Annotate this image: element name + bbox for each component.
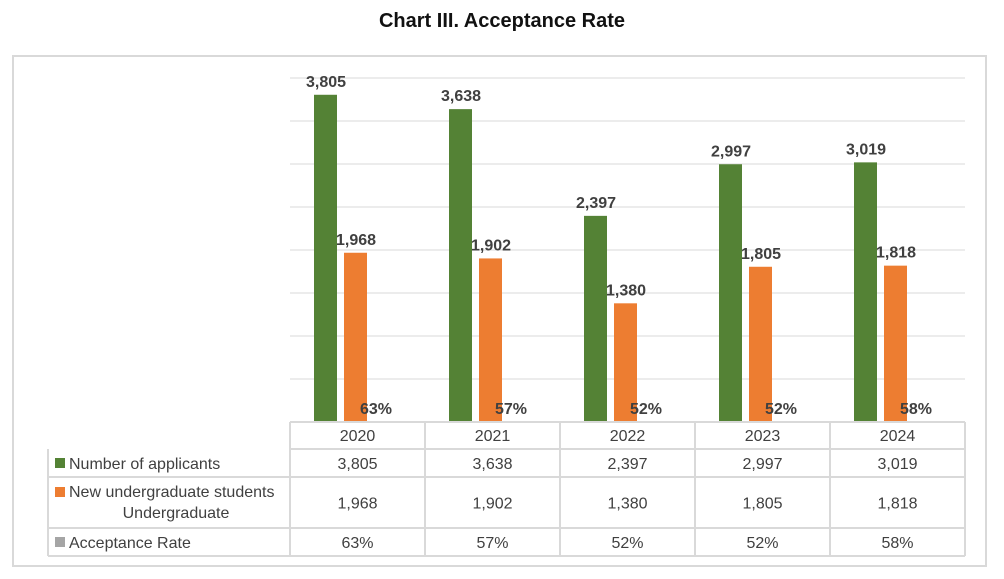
bar-0 [719, 164, 742, 422]
legend-key-1 [55, 487, 65, 497]
bar-1 [884, 265, 907, 422]
data-label: 52% [765, 401, 797, 418]
chart-title: Chart III. Acceptance Rate [378, 10, 625, 32]
chart-frame [12, 55, 987, 567]
table-cell: 58% [881, 535, 913, 552]
legend-key-0 [55, 458, 65, 468]
bar-1 [479, 258, 502, 422]
legend-label: Undergraduate [123, 505, 230, 522]
table-cell: 2,397 [607, 456, 647, 473]
data-label: 57% [495, 401, 527, 418]
category-label: 2022 [610, 428, 646, 445]
data-label: 52% [630, 401, 662, 418]
data-label: 3,638 [441, 88, 481, 105]
data-label: 1,902 [471, 237, 511, 254]
table-cell: 1,380 [607, 496, 647, 513]
data-label: 3,805 [306, 74, 346, 91]
data-label: 3,019 [846, 141, 886, 158]
table-cell: 1,805 [742, 496, 782, 513]
legend-label: Acceptance Rate [69, 535, 191, 552]
legend-label: New undergraduate students [69, 484, 274, 501]
table-cell: 1,902 [472, 496, 512, 513]
bar-0 [449, 109, 472, 422]
table-cell: 1,968 [337, 496, 377, 513]
data-label: 1,968 [336, 232, 376, 249]
data-label: 1,805 [741, 246, 781, 263]
bar-0 [854, 162, 877, 422]
table-cell: 3,805 [337, 456, 377, 473]
bar-1 [614, 303, 637, 422]
data-label: 1,380 [606, 282, 646, 299]
table-cell: 3,638 [472, 456, 512, 473]
legend-key-2 [55, 537, 65, 547]
data-label: 2,397 [576, 195, 616, 212]
data-label: 58% [900, 401, 932, 418]
data-label: 1,818 [876, 245, 916, 262]
table-cell: 52% [746, 535, 778, 552]
table-cell: 52% [611, 535, 643, 552]
table-cell: 3,019 [877, 456, 917, 473]
table-cell: 1,818 [877, 496, 917, 513]
category-label: 2021 [475, 428, 511, 445]
table-cell: 57% [476, 535, 508, 552]
data-label: 63% [360, 401, 392, 418]
table-cell: 63% [341, 535, 373, 552]
category-label: 2024 [880, 428, 916, 445]
category-label: 2020 [340, 428, 376, 445]
bar-1 [749, 266, 772, 422]
legend-label: Number of applicants [69, 456, 220, 473]
table-cell: 2,997 [742, 456, 782, 473]
data-label: 2,997 [711, 143, 751, 160]
bar-0 [314, 94, 337, 423]
bar-0 [584, 215, 607, 422]
category-label: 2023 [745, 428, 781, 445]
bar-1 [344, 252, 367, 422]
